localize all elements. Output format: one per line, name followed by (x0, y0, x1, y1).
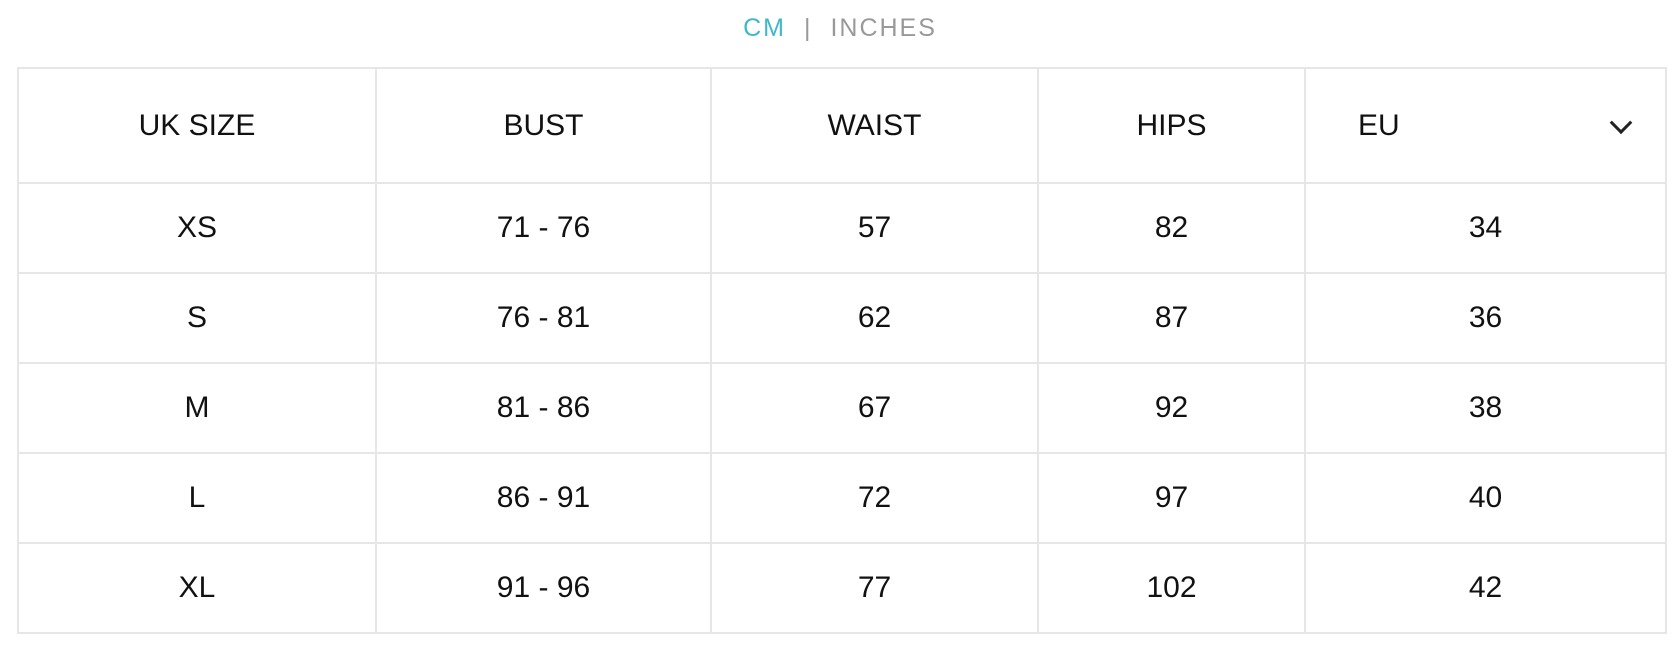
inches-option[interactable]: INCHES (830, 14, 937, 42)
cell-eu: 34 (1304, 182, 1667, 274)
header-bust: BUST (375, 67, 712, 184)
header-waist: WAIST (710, 67, 1039, 184)
cell-bust: 71 - 76 (375, 182, 712, 274)
cell-hips: 92 (1037, 362, 1306, 454)
cell-uk-size: XL (17, 542, 377, 634)
unit-toggle: CM | INCHES (0, 14, 1680, 43)
separator: | (803, 14, 813, 42)
chevron-down-icon (1609, 110, 1633, 134)
cell-waist: 72 (710, 452, 1039, 544)
cell-hips: 97 (1037, 452, 1306, 544)
cell-waist: 77 (710, 542, 1039, 634)
cell-bust: 76 - 81 (375, 272, 712, 364)
cell-eu: 38 (1304, 362, 1667, 454)
region-select-value: EU (1358, 108, 1400, 142)
cell-waist: 67 (710, 362, 1039, 454)
cell-hips: 102 (1037, 542, 1306, 634)
cell-uk-size: M (17, 362, 377, 454)
size-chart-table: UK SIZE BUST WAIST HIPS EU XS 71 - 76 57 82… (17, 67, 1667, 634)
header-uk-size: UK SIZE (17, 67, 377, 184)
cell-uk-size: L (17, 452, 377, 544)
cell-waist: 62 (710, 272, 1039, 364)
cell-bust: 91 - 96 (375, 542, 712, 634)
table-row: XL 91 - 96 77 102 42 (17, 542, 1667, 634)
header-row: UK SIZE BUST WAIST HIPS EU (17, 67, 1667, 184)
cell-waist: 57 (710, 182, 1039, 274)
cell-eu: 36 (1304, 272, 1667, 364)
cm-option[interactable]: CM (743, 14, 786, 42)
header-hips: HIPS (1037, 67, 1306, 184)
cell-bust: 81 - 86 (375, 362, 712, 454)
table-row: S 76 - 81 62 87 36 (17, 272, 1667, 364)
cell-uk-size: XS (17, 182, 377, 274)
region-select[interactable]: EU (1304, 67, 1667, 184)
cell-eu: 40 (1304, 452, 1667, 544)
table-row: L 86 - 91 72 97 40 (17, 452, 1667, 544)
table-row: XS 71 - 76 57 82 34 (17, 182, 1667, 274)
cell-eu: 42 (1304, 542, 1667, 634)
cell-hips: 82 (1037, 182, 1306, 274)
cell-hips: 87 (1037, 272, 1306, 364)
cell-uk-size: S (17, 272, 377, 364)
table-row: M 81 - 86 67 92 38 (17, 362, 1667, 454)
cell-bust: 86 - 91 (375, 452, 712, 544)
